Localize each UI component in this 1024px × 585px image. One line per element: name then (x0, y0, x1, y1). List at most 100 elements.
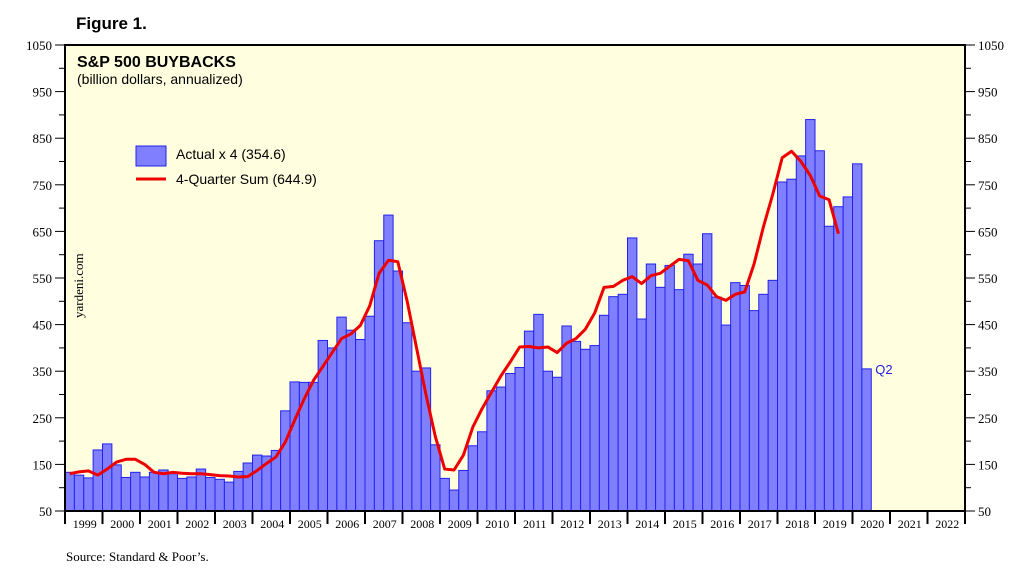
bar (645, 263, 657, 512)
x-tick-label: 2017 (748, 517, 772, 531)
bar (711, 296, 722, 512)
bar (861, 368, 872, 512)
x-tick-label: 2014 (635, 517, 659, 531)
x-tick-label: 2015 (673, 517, 697, 531)
x-tick-label: 2008 (410, 517, 434, 531)
y-tick-label: 50 (978, 504, 991, 519)
x-tick-label: 2013 (598, 517, 622, 531)
y-tick-label: 850 (978, 131, 998, 146)
bar (242, 462, 254, 512)
x-tick-label: 2016 (710, 517, 734, 531)
x-tick-label: 2018 (785, 517, 809, 531)
bar (289, 381, 300, 512)
bar (505, 373, 516, 512)
bar (83, 477, 94, 512)
x-tick-label: 2020 (860, 517, 884, 531)
bar (130, 471, 141, 512)
bar (280, 410, 291, 512)
bar (767, 279, 779, 512)
bar (702, 233, 713, 512)
bar (336, 316, 347, 512)
bar (111, 464, 122, 512)
legend: Actual x 4 (354.6) 4-Quarter Sum (644.9) (135, 145, 317, 187)
bar (683, 253, 694, 512)
bar (345, 329, 357, 512)
bar (561, 325, 572, 512)
bar (458, 469, 469, 512)
bar (664, 264, 675, 512)
y-tick-label: 950 (33, 85, 53, 100)
bar (158, 469, 169, 512)
y-axis-right: 50 150 250 350 450 550 650 750 850 950 1050 (965, 38, 1004, 519)
bar (177, 477, 188, 512)
bar (364, 315, 375, 512)
bar (439, 477, 450, 512)
y-tick-label: 550 (33, 271, 53, 286)
bar (552, 376, 563, 512)
bar (730, 282, 741, 512)
y-tick-label: 650 (33, 224, 53, 239)
legend-line-label: 4-Quarter Sum (644.9) (176, 171, 317, 187)
x-tick-label: 2004 (260, 517, 284, 531)
bar (186, 476, 197, 512)
bar (533, 313, 544, 512)
bar (308, 381, 319, 512)
bar (148, 471, 160, 512)
bar (692, 263, 704, 512)
y-tick-label: 450 (33, 318, 53, 333)
bar (570, 340, 582, 512)
x-tick-label: 2000 (110, 517, 134, 531)
x-axis: 1999 2000 2001 2002 2003 2004 2005 2006 2007 2008… (64, 511, 966, 531)
x-tick-label: 2003 (223, 517, 247, 531)
q2-annotation: Q2 (875, 362, 892, 377)
bar (327, 347, 338, 512)
x-tick-label: 2019 (823, 517, 847, 531)
line-series (69, 149, 840, 479)
bar (448, 489, 460, 512)
bar (92, 449, 104, 512)
bar (673, 289, 685, 512)
bar (823, 225, 835, 512)
source-note: Source: Standard & Poor’s. (66, 549, 209, 564)
bar (223, 481, 235, 512)
y-tick-label: 150 (33, 457, 53, 472)
bar (411, 370, 422, 512)
legend-bar-swatch (135, 145, 167, 167)
y-tick-label: 350 (33, 364, 53, 379)
x-tick-label: 1999 (73, 517, 97, 531)
y-tick-label: 350 (978, 364, 998, 379)
bar (542, 370, 554, 512)
y-tick-label: 850 (33, 131, 53, 146)
bar (120, 476, 132, 512)
x-tick-label: 2012 (560, 517, 584, 531)
y-tick-label: 650 (978, 224, 998, 239)
bar (720, 324, 732, 512)
y-tick-label: 150 (978, 457, 998, 472)
bar (252, 454, 263, 512)
y-tick-label: 950 (978, 85, 998, 100)
bar (205, 476, 216, 512)
bar (64, 471, 75, 512)
bar (580, 348, 591, 512)
bar (617, 293, 629, 512)
x-tick-label: 2005 (298, 517, 322, 531)
bar (758, 293, 769, 512)
x-tick-label: 2001 (148, 517, 172, 531)
bar (139, 476, 150, 512)
bar (486, 390, 497, 512)
bar (467, 445, 479, 512)
watermark: yardeni.com (71, 253, 86, 318)
y-tick-label: 450 (978, 318, 998, 333)
bar (786, 178, 797, 512)
bar (833, 206, 844, 512)
x-tick-label: 2007 (373, 517, 397, 531)
y-tick-label: 550 (978, 271, 998, 286)
bar (852, 163, 863, 512)
bar (73, 474, 85, 512)
x-tick-label: 2002 (185, 517, 209, 531)
bar (167, 473, 179, 512)
bar (392, 270, 404, 512)
bar (589, 345, 600, 512)
x-tick-label: 2006 (335, 517, 359, 531)
